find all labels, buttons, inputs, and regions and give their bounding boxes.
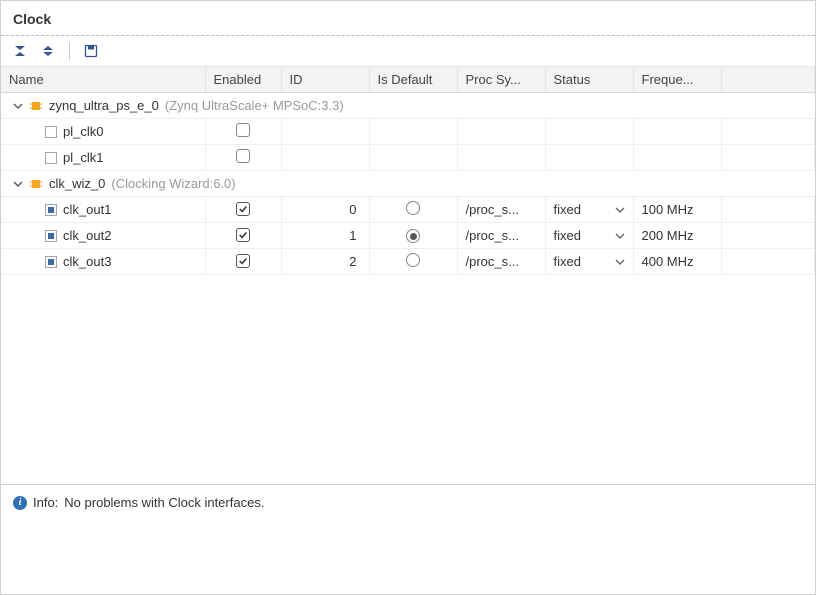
tree-group-row[interactable]: zynq_ultra_ps_e_0 (Zynq UltraScale+ MPSo… (1, 93, 815, 119)
col-id[interactable]: ID (281, 67, 369, 93)
status-dropdown[interactable]: fixed (554, 228, 625, 243)
enabled-checkbox[interactable] (236, 254, 250, 268)
enabled-checkbox[interactable] (236, 123, 250, 137)
tree-group-row[interactable]: clk_wiz_0 (Clocking Wizard:6.0) (1, 171, 815, 197)
clock-panel: Clock (0, 0, 816, 595)
isdefault-radio[interactable] (406, 253, 420, 267)
info-message: No problems with Clock interfaces. (64, 495, 264, 510)
table-header-row: Name Enabled ID Is Default Proc Sy... St… (1, 67, 815, 93)
expand-all-icon (41, 44, 55, 58)
panel-title: Clock (1, 1, 815, 36)
expand-all-button[interactable] (39, 42, 57, 60)
isdefault-radio[interactable] (406, 229, 420, 243)
group-name: clk_wiz_0 (49, 176, 105, 191)
port-icon (45, 256, 57, 268)
col-name[interactable]: Name (1, 67, 205, 93)
info-icon: i (13, 496, 27, 510)
frequency-cell: 200 MHz (633, 223, 721, 249)
col-procsys[interactable]: Proc Sy... (457, 67, 545, 93)
port-name: clk_out3 (63, 254, 111, 269)
port-name: pl_clk1 (63, 150, 103, 165)
frequency-cell: 400 MHz (633, 249, 721, 275)
toolbar-separator (69, 42, 70, 60)
id-cell: 2 (281, 249, 369, 275)
proc-cell: /proc_s... (457, 249, 545, 275)
status-value: fixed (554, 202, 581, 217)
status-dropdown[interactable]: fixed (554, 254, 625, 269)
id-cell (281, 119, 369, 145)
port-icon (45, 152, 57, 164)
ip-block-icon (29, 99, 43, 113)
table-row[interactable]: clk_out1 0/proc_s... fixed 100 MHz (1, 197, 815, 223)
port-icon (45, 230, 57, 242)
expander[interactable] (13, 179, 23, 189)
enabled-checkbox[interactable] (236, 228, 250, 242)
col-frequency[interactable]: Freque... (633, 67, 721, 93)
collapse-all-icon (13, 44, 27, 58)
toolbar (1, 36, 815, 66)
ip-block-icon (29, 177, 43, 191)
col-enabled[interactable]: Enabled (205, 67, 281, 93)
info-prefix: Info: (33, 495, 58, 510)
enabled-checkbox[interactable] (236, 202, 250, 216)
proc-cell: /proc_s... (457, 223, 545, 249)
group-name: zynq_ultra_ps_e_0 (49, 98, 159, 113)
info-row: i Info: No problems with Clock interface… (13, 495, 803, 510)
status-value: fixed (554, 254, 581, 269)
ip-block-icon (29, 177, 43, 191)
id-cell (281, 145, 369, 171)
ip-block-icon (29, 99, 43, 113)
collapse-all-button[interactable] (11, 42, 29, 60)
chevron-down-icon (615, 231, 625, 241)
frequency-cell (633, 145, 721, 171)
col-spacer (721, 67, 815, 93)
clock-table-wrap: Name Enabled ID Is Default Proc Sy... St… (1, 66, 815, 478)
port-icon (45, 126, 57, 138)
group-desc: (Zynq UltraScale+ MPSoC:3.3) (165, 98, 344, 113)
status-value: fixed (554, 228, 581, 243)
table-row[interactable]: pl_clk1 (1, 145, 815, 171)
group-desc: (Clocking Wizard:6.0) (111, 176, 235, 191)
col-status[interactable]: Status (545, 67, 633, 93)
table-row[interactable]: pl_clk0 (1, 119, 815, 145)
table-row[interactable]: clk_out3 2/proc_s... fixed 400 MHz (1, 249, 815, 275)
expander[interactable] (13, 101, 23, 111)
save-icon (84, 44, 98, 58)
chevron-down-icon (615, 205, 625, 215)
proc-cell: /proc_s... (457, 197, 545, 223)
status-dropdown[interactable]: fixed (554, 202, 625, 217)
isdefault-radio[interactable] (406, 201, 420, 215)
expander-icon (13, 179, 23, 189)
proc-cell (457, 145, 545, 171)
id-cell: 0 (281, 197, 369, 223)
id-cell: 1 (281, 223, 369, 249)
frequency-cell: 100 MHz (633, 197, 721, 223)
frequency-cell (633, 119, 721, 145)
port-icon (45, 204, 57, 216)
expander-icon (13, 101, 23, 111)
port-name: clk_out2 (63, 228, 111, 243)
proc-cell (457, 119, 545, 145)
info-panel: i Info: No problems with Clock interface… (1, 484, 815, 594)
port-name: clk_out1 (63, 202, 111, 217)
col-isdefault[interactable]: Is Default (369, 67, 457, 93)
clock-table: Name Enabled ID Is Default Proc Sy... St… (1, 67, 815, 275)
chevron-down-icon (615, 257, 625, 267)
save-button[interactable] (82, 42, 100, 60)
port-name: pl_clk0 (63, 124, 103, 139)
enabled-checkbox[interactable] (236, 149, 250, 163)
table-row[interactable]: clk_out2 1/proc_s... fixed 200 MHz (1, 223, 815, 249)
